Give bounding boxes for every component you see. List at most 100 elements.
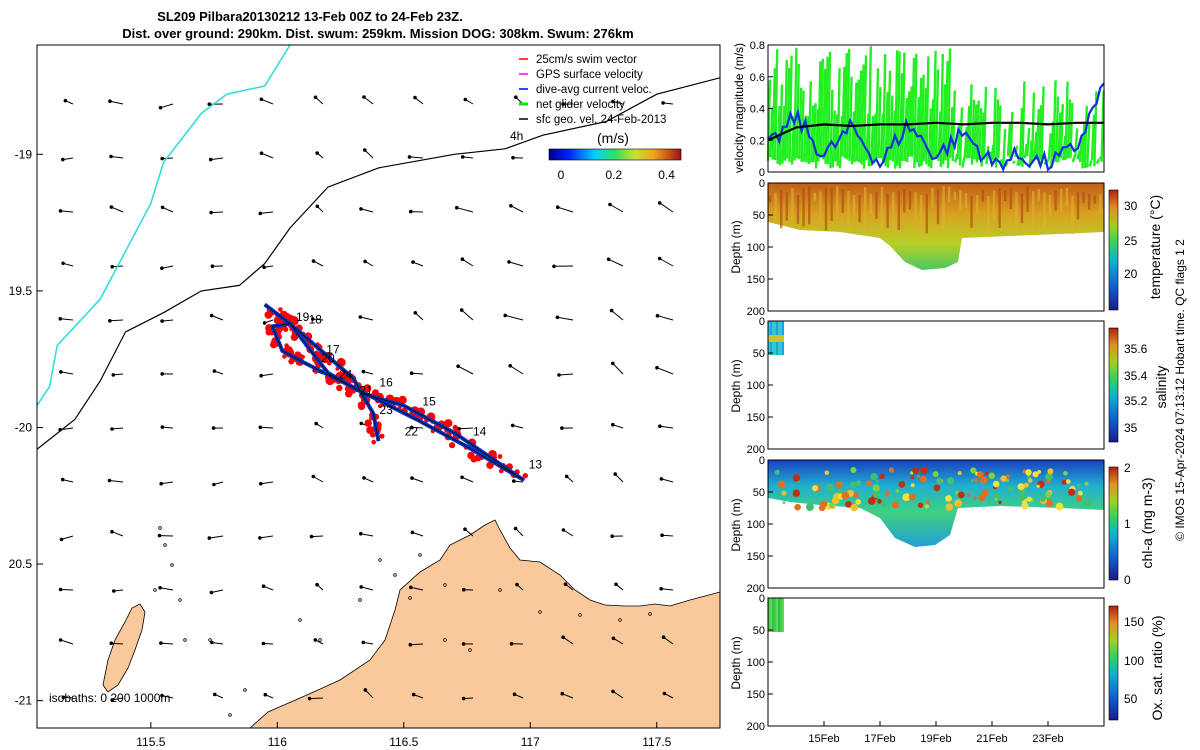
temperature-ylabel: Depth (m) [729, 220, 743, 273]
map-ytick-label-0: -19 [15, 147, 33, 161]
net-velocity-bar-38 [858, 70, 863, 163]
current-vector-head-127 [564, 474, 569, 479]
current-vector-head-45 [209, 590, 214, 595]
chla-point-11 [916, 474, 921, 478]
chla-point-85 [1047, 468, 1054, 475]
chla-panel: 2 1 0 chl-a (mg m-3) Depth (m) [729, 459, 1155, 589]
oxygen-ylabel: Depth (m) [729, 636, 743, 689]
current-vector-head-9 [58, 587, 63, 592]
current-vector-head-73 [363, 148, 367, 152]
islet-11 [498, 588, 502, 592]
current-vector-56 [259, 535, 274, 539]
chla-point-78 [924, 504, 929, 509]
current-vector-head-8 [59, 537, 64, 542]
net-velocity-bar-51 [889, 95, 894, 161]
chla-point-99 [1017, 483, 1025, 491]
swim-vector-12 [290, 333, 299, 341]
current-vector-head-76 [358, 315, 363, 319]
profile-panels: 0 0.2 0.4 0.6 0.8 velocity magnitude (m/s) 3… [729, 40, 1169, 745]
chla-point-73 [1083, 499, 1091, 508]
current-vector-27 [161, 265, 174, 269]
current-vector-53 [261, 373, 274, 377]
current-vector-head-42 [211, 426, 216, 430]
current-vector-93 [410, 586, 424, 591]
chla-point-119 [970, 467, 977, 474]
current-vector-head-116 [513, 526, 518, 531]
current-vector-head-40 [209, 313, 214, 318]
chla-point-102 [998, 500, 1002, 505]
current-vector-head-112 [503, 313, 508, 318]
net-velocity-bar-76 [949, 106, 954, 158]
temperature-panel: 30 25 20 temperature (°C) Depth (m) [729, 182, 1163, 312]
chla-point-65 [1076, 483, 1081, 488]
chla-point-74 [812, 485, 819, 492]
net-velocity-bar-61 [913, 53, 918, 169]
current-vector-head-2 [58, 209, 63, 213]
current-vector-20 [111, 531, 124, 537]
chla-point-12 [849, 481, 857, 488]
current-vector-head-123 [552, 264, 556, 269]
current-vector-154 [663, 636, 674, 645]
chla-point-13 [973, 477, 979, 483]
day-label-13: 13 [529, 458, 543, 472]
islet-21 [393, 573, 397, 577]
islet-23 [183, 638, 187, 642]
current-vector-head-11 [61, 695, 66, 700]
current-vector-head-54 [258, 425, 263, 430]
current-vector-head-20 [110, 529, 114, 534]
chla-point-8 [774, 469, 780, 475]
current-vector-head-67 [311, 474, 316, 479]
current-vector-153 [661, 588, 674, 591]
chla-point-36 [970, 479, 974, 483]
chla-point-121 [967, 493, 971, 497]
current-vector-94 [410, 643, 424, 646]
current-vector-48 [261, 98, 274, 105]
net-velocity-bar-113 [1038, 105, 1043, 165]
current-vector-102 [459, 427, 474, 430]
current-vector-head-62 [315, 204, 320, 209]
chla-point-87 [902, 493, 911, 502]
current-vector-100 [461, 309, 474, 321]
net-velocity-bar-16 [805, 116, 810, 163]
current-vector-head-52 [262, 321, 267, 325]
chla-point-111 [1028, 478, 1033, 483]
legend-label-0: 25cm/s swim vector [536, 54, 637, 66]
temperature-cbar-tick-25: 25 [1124, 234, 1138, 248]
swim-vector-19 [326, 360, 332, 366]
current-vector-73 [364, 149, 374, 159]
depth-tick-label-3-3: 150 [747, 689, 765, 701]
current-vector-146 [659, 202, 674, 213]
net-velocity-bar-7 [783, 59, 788, 161]
current-vector-head-129 [563, 582, 568, 586]
date-tick-label-0: 15Feb [808, 733, 839, 745]
current-vector-head-105 [462, 587, 466, 592]
current-vector-135 [608, 258, 624, 267]
current-vector-head-34 [159, 641, 163, 645]
current-vector-head-44 [207, 536, 212, 540]
chla-points [774, 466, 1091, 512]
swim-vector-24 [336, 384, 343, 392]
current-vector-head-69 [315, 582, 319, 587]
net-velocity-bar-2 [771, 68, 776, 160]
net-velocity-bar-50 [886, 70, 892, 168]
current-vector-head-97 [460, 155, 465, 159]
islet-15 [648, 612, 652, 616]
chla-point-23 [1022, 469, 1027, 474]
current-vector-head-115 [512, 479, 516, 483]
day-label-21: 21 [359, 384, 373, 398]
legend-label-2: dive-avg current veloc. [536, 84, 652, 96]
depth-tick-label-0-4: 200 [747, 306, 765, 318]
chla-point-100 [898, 481, 906, 488]
current-vector-head-155 [662, 691, 667, 696]
salinity-section [768, 321, 784, 355]
islet-1 [163, 543, 167, 547]
net-velocity-bar-91 [985, 145, 990, 165]
net-velocity-bar-44 [872, 113, 877, 164]
net-velocity-bar-24 [824, 56, 829, 164]
oxygen-panel: 150 100 50 Ox. sat. ratio (%) Depth (m) [729, 597, 1165, 727]
current-vector-head-7 [60, 477, 65, 482]
islet-2 [170, 563, 174, 567]
oxygen-plot-area [768, 598, 1104, 726]
current-vector-head-1 [61, 157, 65, 162]
